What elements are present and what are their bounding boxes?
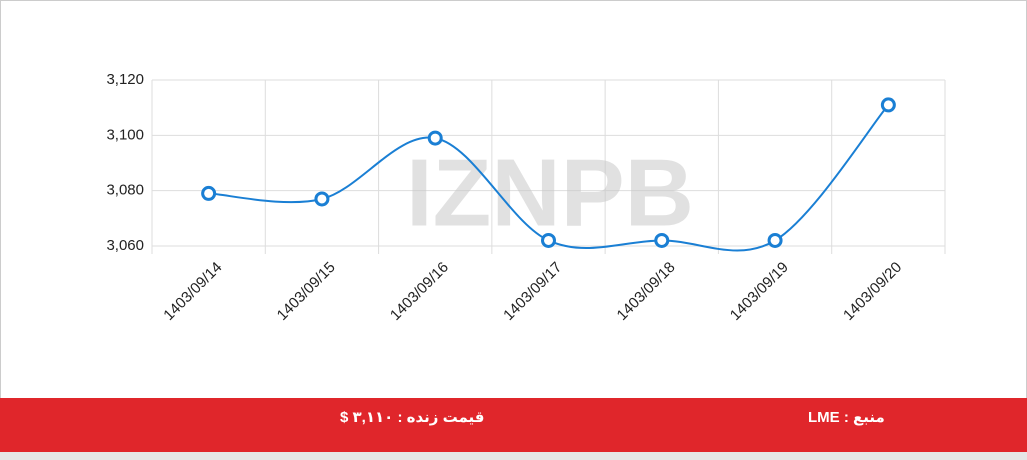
point — [767, 232, 783, 248]
point — [541, 232, 556, 248]
footer-shadow — [0, 452, 1027, 460]
y-tick-label: 3,100 — [106, 126, 144, 143]
point — [201, 185, 217, 201]
source: منبع : LME — [808, 409, 885, 426]
y-tick-label: 3,080 — [106, 182, 144, 199]
point — [880, 97, 896, 113]
live-price: قیمت زنده : ۳,۱۱۰ $ — [340, 409, 484, 426]
point — [654, 232, 670, 248]
footer-bar — [0, 398, 1027, 452]
y-tick-label: 3,120 — [106, 71, 144, 88]
watermark: IZNPB — [406, 139, 694, 246]
point — [314, 191, 330, 207]
y-tick-label: 3,060 — [106, 237, 144, 254]
point — [427, 130, 443, 146]
